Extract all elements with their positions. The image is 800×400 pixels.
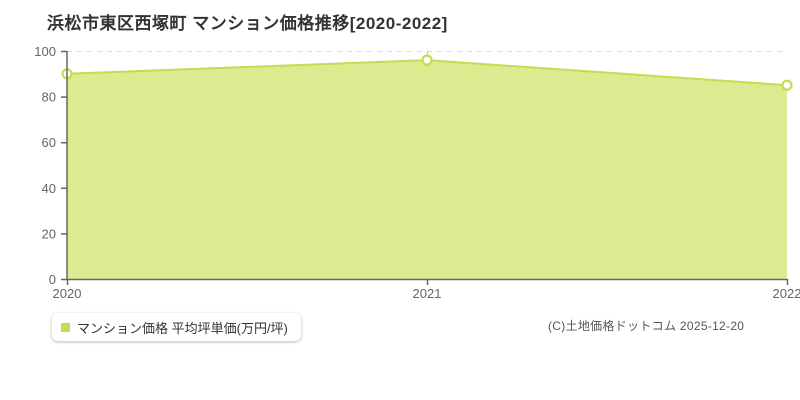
y-axis-tick-label: 20 [42, 226, 56, 241]
y-axis-tick-label: 40 [42, 181, 56, 196]
chart-title: 浜松市東区西塚町 マンション価格推移[2020-2022] [47, 14, 448, 33]
x-axis-tick-label: 2020 [53, 286, 82, 301]
chart-legend[interactable]: マンション価格 平均坪単価(万円/坪) [52, 313, 301, 341]
y-axis-tick-label: 100 [34, 44, 56, 59]
y-axis-tick-label: 60 [42, 135, 56, 150]
y-axis-tick-label: 80 [42, 90, 56, 105]
y-axis-tick-label: 0 [49, 272, 56, 287]
y-axis-ticks: 0 20 40 60 80 100 [34, 44, 67, 287]
series-area-mansion-price [67, 60, 787, 280]
x-axis-ticks: 2020 2021 2022 [53, 279, 800, 301]
legend-swatch-icon [61, 322, 70, 332]
x-axis-tick-label: 2021 [413, 286, 442, 301]
copyright-credit: (C)土地価格ドットコム 2025-12-20 [548, 319, 745, 333]
x-axis-tick-label: 2022 [773, 286, 800, 301]
data-point-marker[interactable] [781, 79, 793, 91]
legend-label: マンション価格 平均坪単価(万円/坪) [77, 320, 288, 336]
data-point-marker[interactable] [421, 54, 433, 66]
